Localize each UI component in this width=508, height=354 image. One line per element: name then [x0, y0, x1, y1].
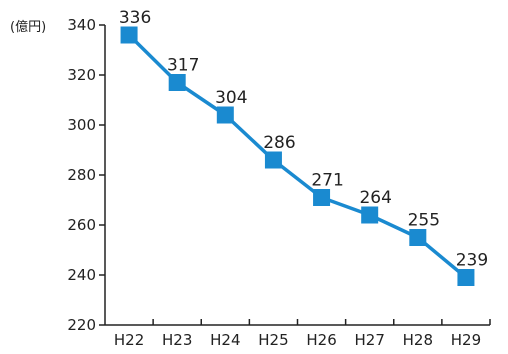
data-point-marker — [120, 26, 138, 44]
x-tick-label: H24 — [210, 331, 240, 349]
y-tick-label: 340 — [67, 16, 96, 34]
x-tick-label: H25 — [258, 331, 288, 349]
data-point-marker — [216, 106, 234, 124]
x-tick-label: H27 — [355, 331, 385, 349]
data-point-marker — [409, 229, 427, 246]
x-tick-label: H23 — [162, 331, 192, 349]
x-tick-label: H26 — [306, 331, 336, 349]
x-tick-label: H29 — [451, 331, 481, 349]
data-label: 336 — [119, 8, 151, 28]
x-tick-label: H28 — [403, 331, 433, 349]
y-tick-label: 280 — [67, 166, 96, 184]
data-point-marker — [168, 74, 186, 91]
data-label: 255 — [408, 211, 440, 231]
series-markers — [120, 26, 475, 286]
data-label: 317 — [167, 56, 199, 76]
y-tick-label: 220 — [67, 316, 96, 334]
data-label: 271 — [311, 171, 343, 191]
x-tick-label: H22 — [114, 331, 144, 349]
data-labels: 336 317 304 286 271 264 255 239 — [119, 8, 488, 271]
y-tick-label: 300 — [67, 116, 96, 134]
x-axis-ticks: H22 H23 H24 H25 H26 H27 H28 H29 — [114, 319, 491, 349]
data-point-marker — [313, 189, 331, 206]
data-label: 286 — [263, 133, 295, 153]
data-label: 264 — [359, 188, 391, 208]
y-tick-label: 320 — [67, 66, 96, 84]
y-axis-unit: (億円) — [10, 19, 46, 35]
y-tick-label: 240 — [67, 266, 96, 284]
data-point-marker — [457, 269, 475, 286]
y-tick-label: 260 — [67, 216, 96, 234]
data-point-marker — [361, 206, 379, 224]
data-point-marker — [264, 151, 282, 169]
y-axis-ticks: 220 240 260 280 300 320 340 — [67, 16, 105, 334]
data-label: 239 — [456, 251, 488, 271]
data-label: 304 — [215, 88, 247, 108]
